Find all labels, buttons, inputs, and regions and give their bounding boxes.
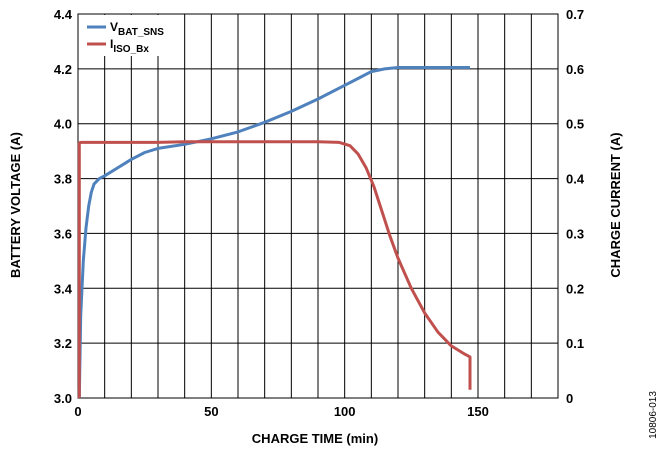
right-y-tick-label: 0.7 — [566, 7, 584, 22]
left-y-tick-label: 4.4 — [54, 7, 73, 22]
figure-code: 10806-013 — [648, 391, 659, 439]
left-y-tick-label: 3.6 — [54, 226, 72, 241]
x-axis-ticks: 0 50 100 150 — [74, 404, 488, 419]
legend-label-iiso: IISO_Bx — [110, 37, 149, 55]
grid-lines — [78, 14, 558, 398]
right-y-tick-label: 0.1 — [566, 336, 584, 351]
legend-label-vbat: VBAT_SNS — [110, 20, 164, 38]
x-tick-label: 150 — [467, 404, 489, 419]
series-lines — [77, 66, 472, 399]
left-y-axis-title: BATTERY VOLTAGE (A) — [8, 132, 23, 278]
series-line-iiso — [77, 140, 472, 398]
x-tick-label: 50 — [204, 404, 218, 419]
left-y-tick-label: 4.2 — [54, 62, 72, 77]
right-y-axis-title: CHARGE CURRENT (A) — [608, 132, 623, 277]
right-y-axis-ticks: 0 0.1 0.2 0.3 0.4 0.5 0.6 0.7 — [566, 7, 585, 406]
right-y-tick-label: 0.3 — [566, 226, 584, 241]
left-y-tick-label: 4.0 — [54, 117, 72, 132]
right-y-tick-label: 0.4 — [566, 172, 585, 187]
x-axis-title: CHARGE TIME (min) — [252, 431, 378, 446]
right-y-tick-label: 0.6 — [566, 62, 584, 77]
left-y-tick-label: 3.4 — [54, 281, 73, 296]
legend: VBAT_SNS IISO_Bx — [82, 15, 184, 56]
right-y-tick-label: 0 — [566, 391, 573, 406]
right-y-tick-label: 0.2 — [566, 281, 584, 296]
x-tick-label: 0 — [74, 404, 81, 419]
left-y-tick-label: 3.0 — [54, 391, 72, 406]
series-line-vbat — [77, 66, 470, 399]
left-y-tick-label: 3.2 — [54, 336, 72, 351]
left-y-tick-label: 3.8 — [54, 172, 72, 187]
right-y-tick-label: 0.5 — [566, 117, 584, 132]
x-tick-label: 100 — [334, 404, 356, 419]
left-y-axis-ticks: 3.0 3.2 3.4 3.6 3.8 4.0 4.2 4.4 — [54, 7, 73, 406]
legend-background — [82, 15, 184, 56]
